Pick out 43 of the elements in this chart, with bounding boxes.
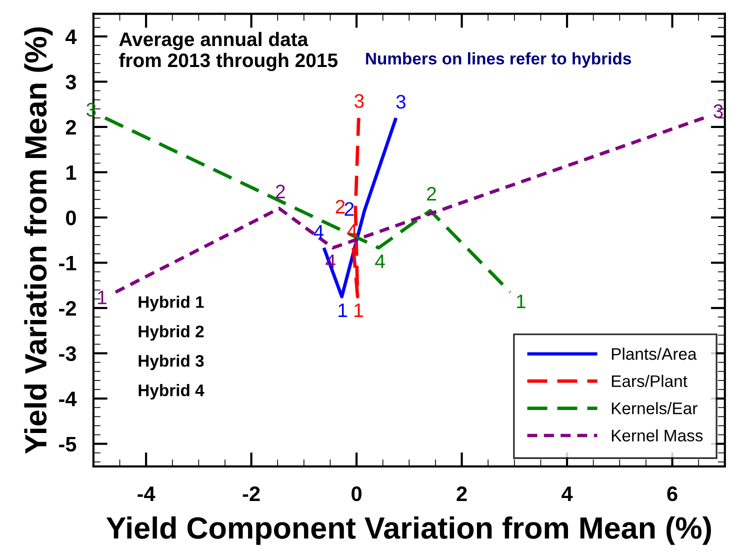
x-tick-label: -2 <box>242 486 260 501</box>
y-tick-label: -1 <box>59 256 76 270</box>
y-tick-label: 2 <box>66 120 76 135</box>
line-series <box>114 116 706 294</box>
annotation: 2 <box>276 184 285 198</box>
annotation: 1 <box>98 290 106 304</box>
annotation: Hybrid 2 <box>138 325 204 341</box>
annotation: 2 <box>336 200 345 214</box>
x-axis-title: Yield Component Variation from Mean (%) <box>106 516 711 545</box>
annotation: Hybrid 1 <box>138 296 204 312</box>
annotation: Hybrid 3 <box>138 354 204 370</box>
legend-label: Kernels/Ear <box>612 402 698 414</box>
x-tick-label: 2 <box>456 486 467 501</box>
annotation: 4 <box>375 254 385 268</box>
line-series <box>322 116 398 298</box>
y-axis-title: Yield Variation from Mean (%) <box>24 27 53 454</box>
x-tick-label: 0 <box>352 486 362 502</box>
x-tick-label: 6 <box>667 486 678 502</box>
annotation: 1 <box>354 304 363 317</box>
annotation: 2 <box>344 202 354 216</box>
y-tick-label: -2 <box>59 301 76 316</box>
annotation: 1 <box>338 304 347 317</box>
y-tick-label: 0 <box>66 210 76 226</box>
x-tick-label: -4 <box>138 486 156 501</box>
legend-label: Kernel Mass <box>612 429 703 442</box>
legend-label: Plants/Area <box>612 348 697 360</box>
x-tick-label: 4 <box>562 486 573 501</box>
annotation: 2 <box>427 186 436 201</box>
y-tick-label: 1 <box>66 165 76 180</box>
annotation: Hybrid 4 <box>138 384 204 400</box>
y-tick-label: 4 <box>66 30 77 44</box>
annotation: 1 <box>516 294 526 308</box>
legend-label: Ears/Plant <box>612 374 688 388</box>
annotation: 3 <box>714 104 723 118</box>
annotation: Average annual data from 2013 through 2015 <box>119 32 338 72</box>
annotation: 3 <box>396 94 406 109</box>
y-tick-label: -3 <box>59 346 76 362</box>
y-tick-label: -5 <box>59 437 76 452</box>
annotation: 4 <box>314 225 324 238</box>
annotation: 3 <box>354 94 364 108</box>
annotation: Numbers on lines refer to hybrids <box>366 52 632 68</box>
y-tick-label: -4 <box>59 392 77 406</box>
y-tick-label: 3 <box>66 74 76 90</box>
